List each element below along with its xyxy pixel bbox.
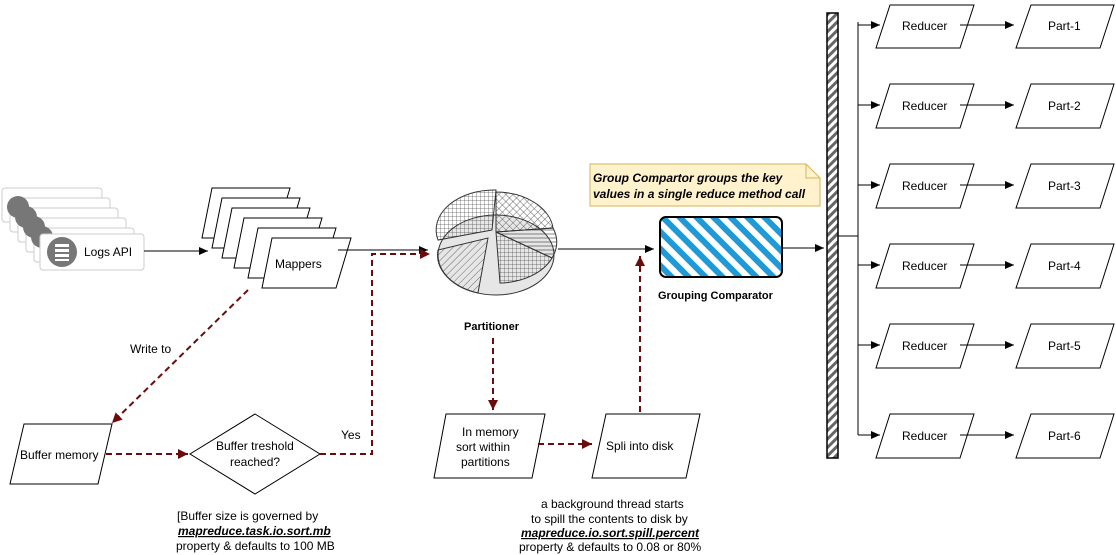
part-node[interactable] (1015, 4, 1115, 49)
mapper-front-card (261, 237, 352, 289)
pie-slice (495, 191, 554, 233)
reducer-label: Reducer (902, 429, 947, 443)
buffer-threshold-decision[interactable]: Buffer treshold reached? (189, 413, 321, 495)
reducer-node[interactable] (875, 163, 975, 209)
part-node[interactable] (1015, 413, 1115, 459)
partitioner-pie-icon[interactable] (435, 189, 558, 296)
spill-note-property: mapreduce.io.sort.spill.percent (521, 526, 700, 540)
buffer-note-property: mapreduce.task.io.sort.mb (178, 524, 331, 538)
edge-threshold-yes-to-partitioner (320, 249, 430, 455)
logs-api-node[interactable]: Logs API (1, 187, 145, 271)
sort-line-1: In memory (462, 425, 519, 439)
buffer-note-line-3: property & defaults to 100 MB (176, 539, 335, 553)
part-label: Part-4 (1048, 259, 1081, 273)
sort-line-2: sort within (456, 440, 510, 454)
reducer-node[interactable] (875, 413, 975, 459)
reducer-row: Reducer Part-6 (858, 413, 1115, 459)
edge-mappers-to-buffer (111, 289, 249, 424)
reducer-row: Reducer Part-1 (858, 4, 1115, 49)
reducer-node[interactable] (875, 4, 975, 49)
spill-note-line-2: to spill the contents to disk by (531, 512, 688, 526)
reducers-column: Reducer Part-1 Reducer Part-2 Reducer Pa… (858, 4, 1115, 459)
reducer-label: Reducer (902, 179, 947, 193)
database-icon (47, 237, 77, 267)
pie-slice (435, 189, 497, 241)
reducer-node[interactable] (875, 243, 975, 289)
note-line-2: values in a single reduce method call (593, 187, 806, 201)
part-label: Part-3 (1048, 179, 1081, 193)
pie-slice (495, 231, 553, 284)
logs-api-label: Logs API (84, 245, 132, 259)
reducer-row: Reducer Part-4 (858, 243, 1115, 289)
mappers-node[interactable]: Mappers (201, 187, 352, 289)
reducer-row: Reducer Part-5 (858, 323, 1115, 369)
part-node[interactable] (1015, 323, 1115, 369)
spill-note-line-1: a background thread starts (541, 497, 684, 511)
grouping-comparator-label: Grouping Comparator (658, 290, 774, 302)
part-node[interactable] (1015, 83, 1115, 129)
reducer-label: Reducer (902, 259, 947, 273)
part-node[interactable] (1015, 243, 1115, 289)
spill-label: Spli into disk (606, 439, 674, 453)
spill-note-line-4: property & defaults to 0.08 or 80% (519, 540, 701, 554)
reducer-node[interactable] (875, 83, 975, 129)
note-line-1: Group Compartor groups the key (593, 171, 784, 185)
threshold-line-1: Buffer treshold (216, 439, 294, 453)
yes-label: Yes (341, 428, 361, 442)
spill-to-disk-node[interactable]: Spli into disk (591, 413, 701, 479)
part-node[interactable] (1015, 163, 1115, 209)
group-comparator-note: Group Compartor groups the key values in… (589, 163, 821, 207)
buffer-memory-node[interactable]: Buffer memory (9, 423, 113, 485)
grouping-comparator-box[interactable] (659, 216, 783, 278)
part-label: Part-6 (1048, 429, 1081, 443)
buffer-note-line-1: [Buffer size is governed by (177, 509, 318, 523)
mappers-label: Mappers (275, 257, 322, 271)
reducer-row: Reducer Part-2 (858, 83, 1115, 129)
write-to-label: Write to (130, 342, 171, 356)
in-memory-sort-node[interactable]: In memory sort within partitions (433, 413, 546, 479)
reducer-label: Reducer (902, 99, 947, 113)
reducer-label: Reducer (902, 19, 947, 33)
sort-line-3: partitions (461, 455, 510, 469)
part-label: Part-1 (1048, 19, 1081, 33)
part-label: Part-5 (1048, 339, 1081, 353)
part-label: Part-2 (1048, 99, 1081, 113)
pie-slice (437, 237, 489, 294)
reducer-row: Reducer Part-3 (858, 163, 1115, 209)
partitioner-label: Partitioner (464, 321, 520, 333)
reducer-label: Reducer (902, 339, 947, 353)
shuffle-bus-bar (826, 12, 839, 459)
threshold-line-2: reached? (230, 455, 280, 469)
buffer-memory-label: Buffer memory (20, 448, 98, 462)
reducer-node[interactable] (875, 323, 975, 369)
